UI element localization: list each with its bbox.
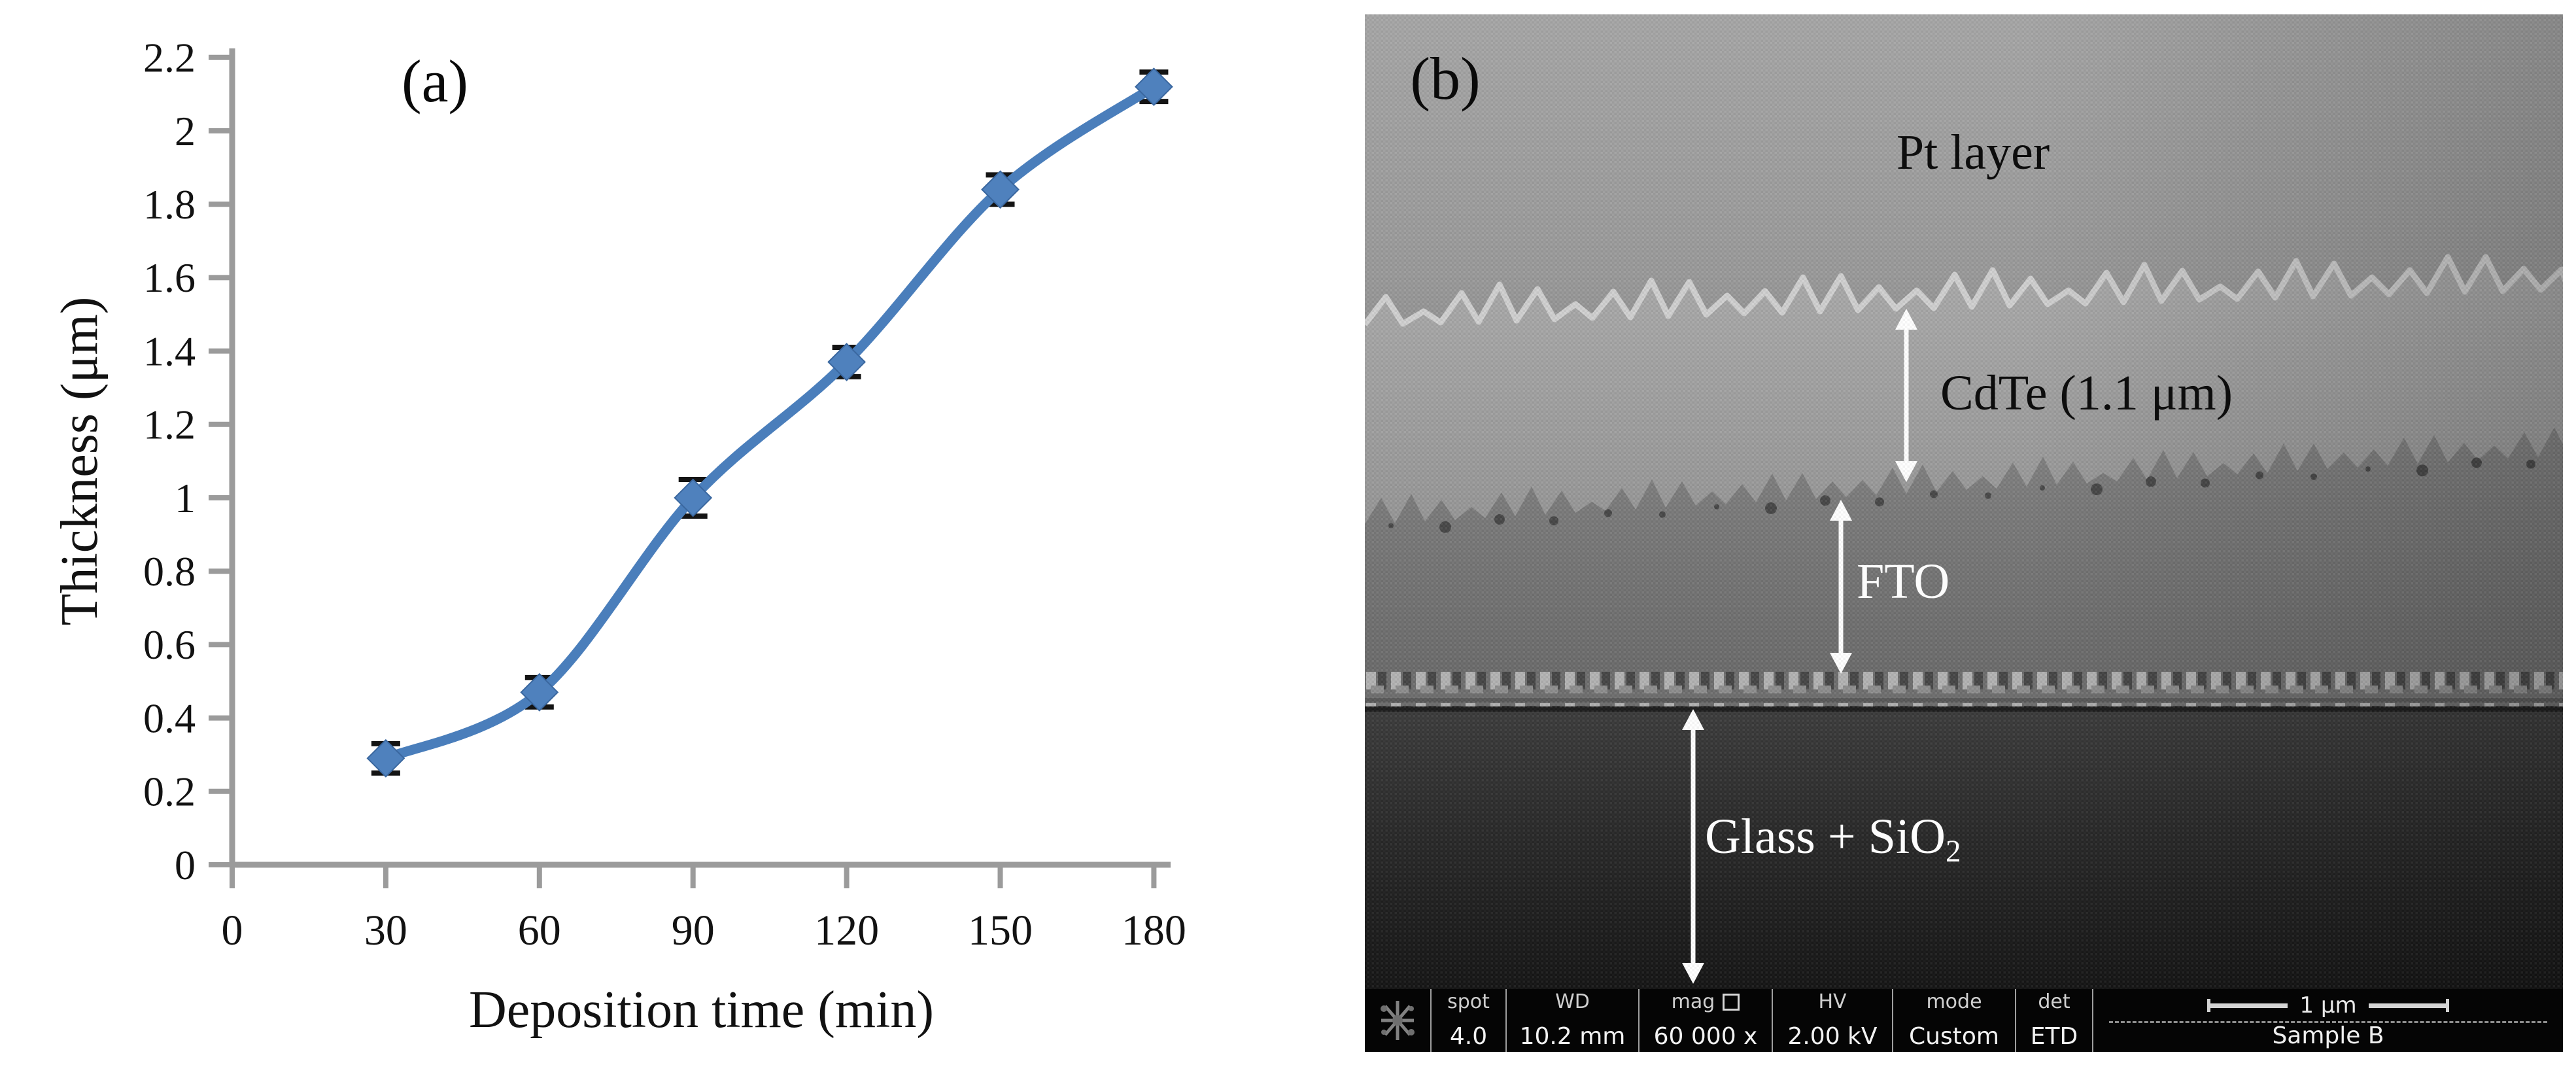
sample-label: Sample B: [2272, 1022, 2384, 1049]
x-tick-label: 180: [1122, 907, 1186, 954]
y-tick-label: 0: [175, 842, 196, 888]
sem-layers-graphic: [1365, 14, 2563, 1052]
panel-a-label: (a): [401, 48, 469, 114]
data-point-marker-180: [1134, 67, 1173, 107]
y-tick-label: 0.6: [143, 621, 196, 668]
data-point-marker-90: [674, 478, 713, 517]
glass-label-subscript: 2: [1946, 835, 1961, 869]
spot-value: 4.0: [1449, 1023, 1488, 1050]
data-point-marker-150: [981, 170, 1020, 209]
det-value: ETD: [2030, 1023, 2078, 1050]
scale-bar-label: 1 μm: [2299, 992, 2357, 1018]
y-tick-label: 2.2: [143, 35, 196, 81]
y-axis-title: Thickness (μm): [51, 297, 109, 626]
glass-layer-label: Glass + SiO2: [1705, 809, 1961, 869]
sem-info-bar: spot 4.0 WD 10.2 mm mag 60 000 x HV 2.00…: [1365, 989, 2563, 1052]
y-tick-label: 2: [175, 108, 196, 154]
x-tick-label: 30: [364, 907, 407, 954]
mode-label: mode: [1926, 990, 1982, 1013]
deposition-thickness-chart: 0 0.2 0.4 0.6 0.8 1 1.2 1.4 1.6 1.8 2 2.2 0 30 60 90 120…: [51, 35, 1186, 1039]
x-tick-label: 60: [518, 907, 561, 954]
mode-value: Custom: [1909, 1023, 1999, 1050]
mag-label-text: mag: [1671, 990, 1715, 1013]
scale-bar-left-cap: [2207, 999, 2211, 1012]
hv-label: HV: [1818, 990, 1847, 1013]
mag-label: mag: [1672, 992, 1740, 1012]
cdte-layer-label: CdTe (1.1 μm): [1940, 366, 2233, 421]
infobar-cell-scale: 1 μm Sample B: [2092, 989, 2563, 1052]
y-tick-label: 0.2: [143, 769, 196, 815]
infobar-cell-spot: spot 4.0: [1430, 989, 1505, 1052]
infobar-cell-wd: WD 10.2 mm: [1505, 989, 1638, 1052]
scale-bar-left-segment: [2210, 1003, 2288, 1008]
x-tick-label: 0: [222, 907, 243, 954]
data-point-marker-120: [827, 343, 867, 381]
scale-bar-right-segment: [2368, 1003, 2446, 1008]
pt-layer-label: Pt layer: [1896, 125, 2050, 180]
infobar-cell-hv: HV 2.00 kV: [1772, 989, 1892, 1052]
vignette-overlay: [1365, 14, 2563, 1052]
cdte-measure-arrow: [1895, 309, 1917, 482]
infobar-cell-mag: mag 60 000 x: [1638, 989, 1772, 1052]
det-label: det: [2038, 990, 2070, 1013]
scale-divider-line: [2108, 1020, 2548, 1023]
panel-b-label: (b): [1410, 45, 1481, 112]
thickness-curve: [381, 82, 1159, 763]
fto-layer-label: FTO: [1857, 554, 1950, 609]
y-tick-label: 0.4: [143, 695, 196, 741]
sem-micrograph: (b) Pt layer CdTe (1.1 μm) FTO Glass + S…: [1365, 14, 2563, 1052]
x-tick-label: 150: [968, 907, 1033, 954]
x-axis-title: Deposition time (min): [469, 981, 934, 1039]
data-point-marker-60: [520, 672, 559, 712]
y-tick-label: 1.4: [143, 328, 196, 374]
x-tick-label: 90: [672, 907, 715, 954]
mag-frame-icon: [1723, 994, 1740, 1011]
data-point-marker-30: [366, 739, 405, 778]
mag-value: 60 000 x: [1653, 1023, 1758, 1050]
scale-bar: 1 μm: [2207, 992, 2449, 1019]
glass-measure-arrow: [1682, 709, 1704, 984]
y-tick-label: 1: [175, 475, 196, 521]
y-tick-label: 0.8: [143, 548, 196, 595]
wd-label: WD: [1555, 990, 1590, 1013]
y-tick-label: 1.8: [143, 181, 196, 228]
fto-measure-arrow: [1830, 500, 1852, 674]
infobar-cell-mode: mode Custom: [1892, 989, 2015, 1052]
y-tick-label: 1.6: [143, 254, 196, 301]
hv-value: 2.00 kV: [1787, 1023, 1878, 1050]
microscope-logo-icon: [1365, 989, 1430, 1052]
scale-bar-right-cap: [2445, 999, 2449, 1012]
measure-arrows: [1682, 309, 1917, 984]
infobar-cell-det: det ETD: [2015, 989, 2092, 1052]
glass-label-text: Glass + SiO: [1705, 809, 1946, 864]
y-tick-label: 1.2: [143, 402, 196, 448]
wd-value: 10.2 mm: [1519, 1023, 1626, 1050]
x-tick-label: 120: [814, 907, 879, 954]
spot-label: spot: [1447, 990, 1490, 1013]
